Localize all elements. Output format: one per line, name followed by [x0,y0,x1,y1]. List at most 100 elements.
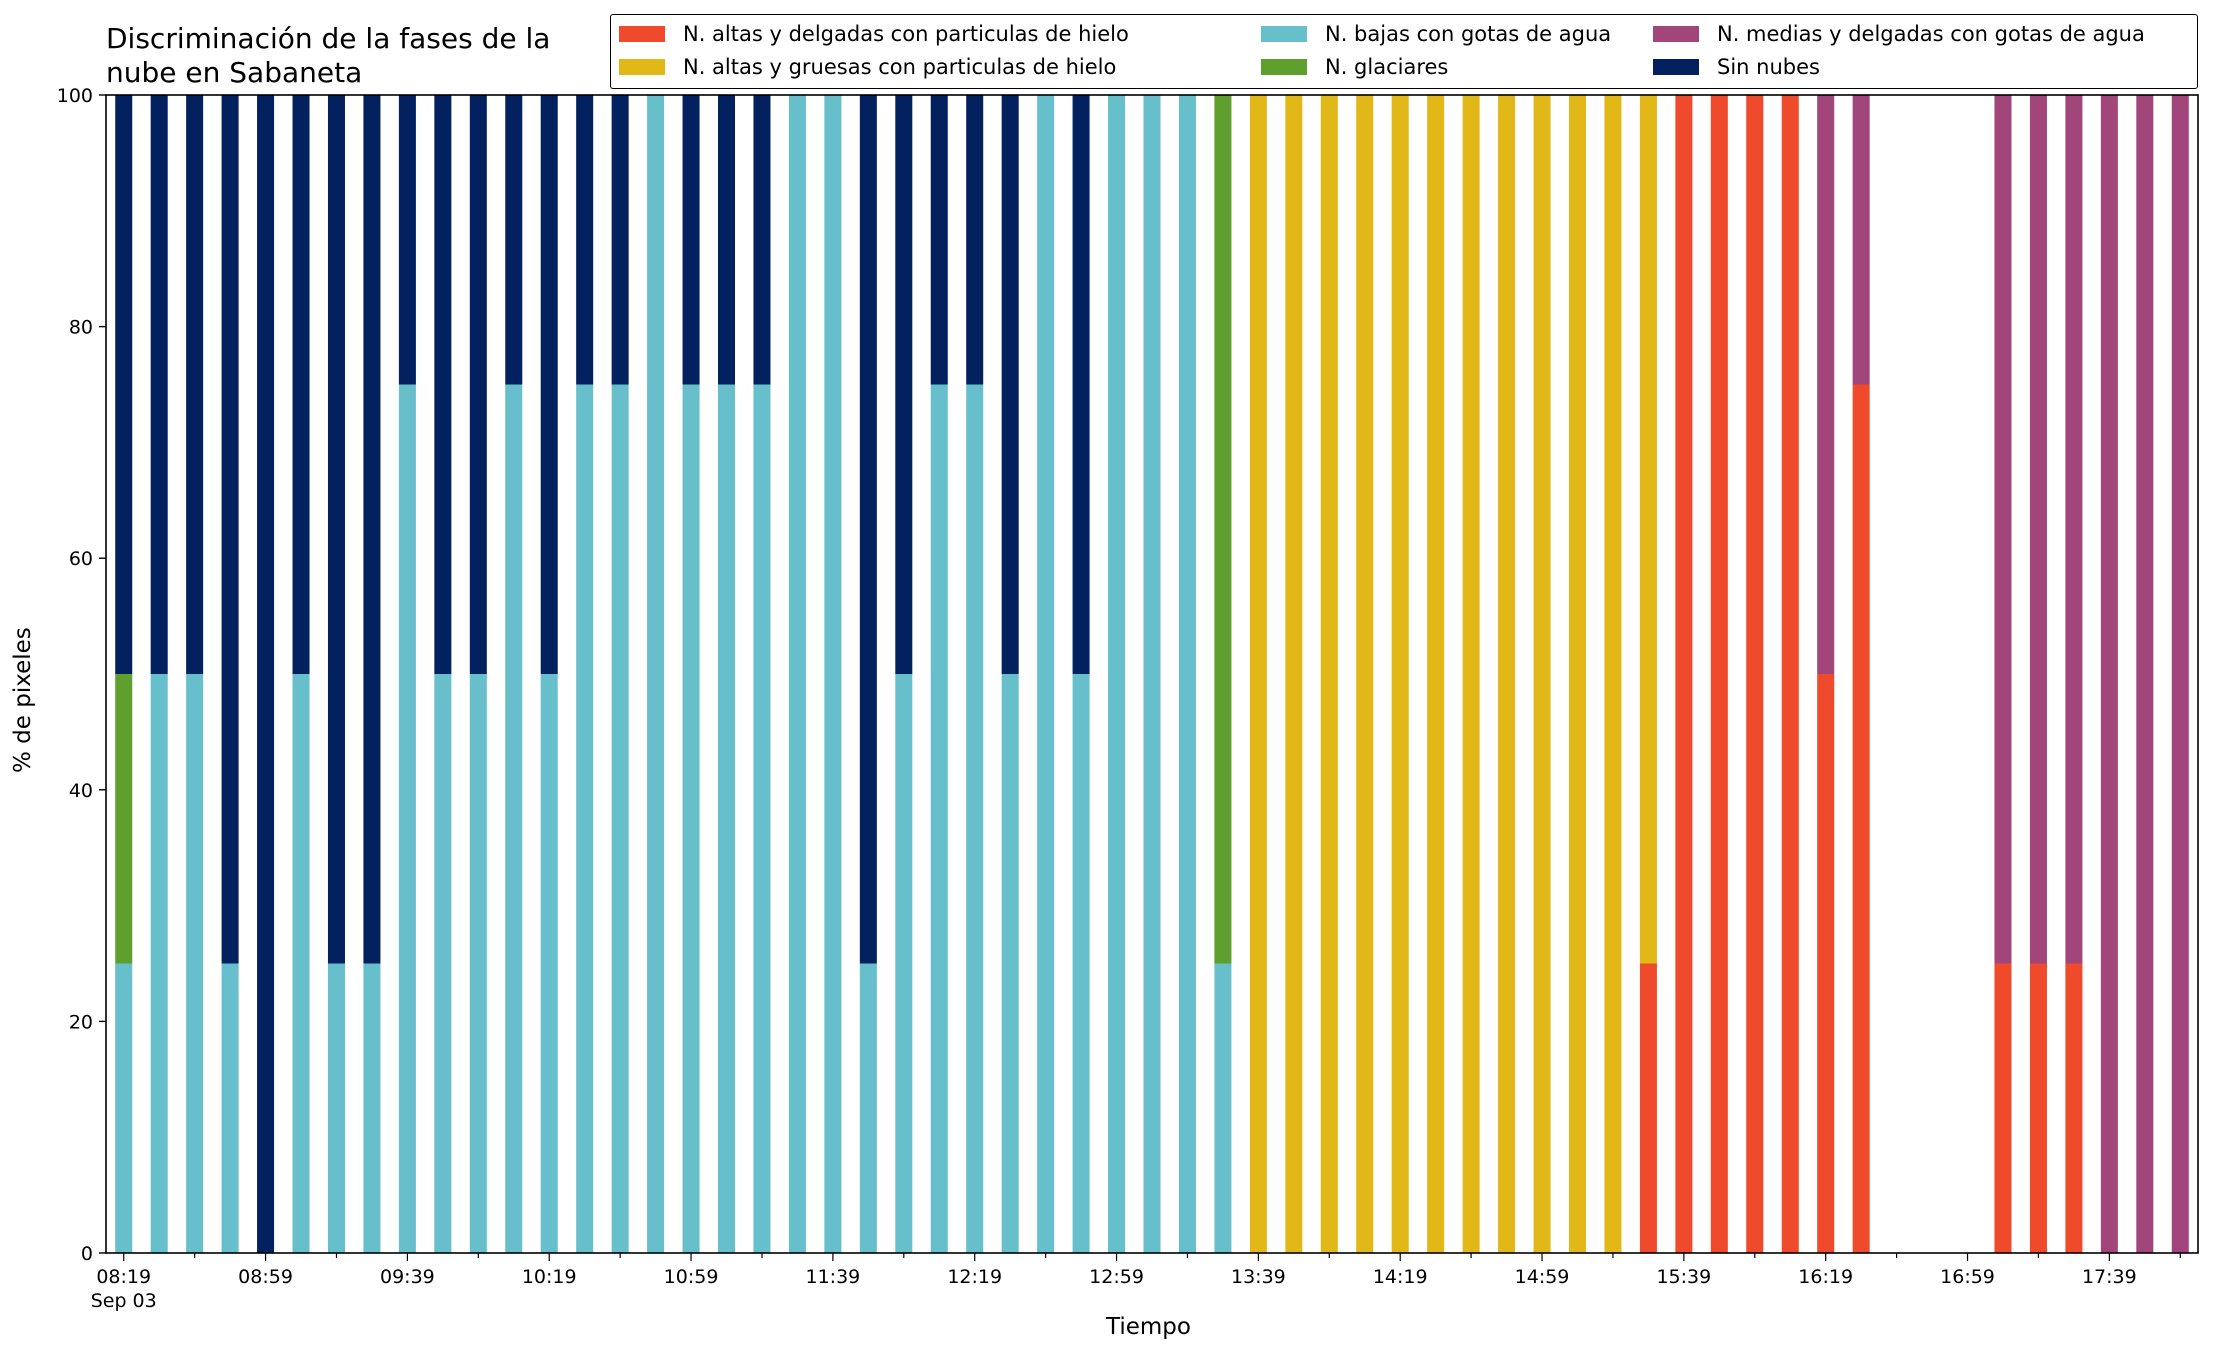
bar-segment [1817,674,1835,1253]
bar-segment [434,95,452,674]
legend-swatch [1653,59,1699,75]
bar-segment [1427,95,1445,1253]
bar-segment [682,95,700,385]
bar-segment [469,95,487,674]
bar-segment [1498,95,1516,1253]
legend-label: N. altas y delgadas con particulas de hi… [683,22,1129,46]
bar-segment [682,384,700,1253]
bar-segment [753,95,771,385]
bar-segment [1249,95,1267,1253]
bar-segment [1001,95,1019,674]
bar-segment [718,384,736,1253]
bar-segment [1568,95,1586,1253]
y-tick-label: 40 [69,780,93,802]
bar-segment [753,384,771,1253]
x-date-label: Sep 03 [91,1290,157,1312]
bar-segment [1817,95,1835,674]
bar-segment [859,963,877,1253]
bar-segment [1320,95,1338,1253]
bar-segment [576,384,594,1253]
x-tick-label: 09:39 [380,1266,435,1288]
x-tick-label: 12:19 [947,1266,1002,1288]
bar-segment [1072,674,1090,1253]
y-axis-label: % de pixeles [10,627,36,773]
legend-label: N. glaciares [1325,55,1449,79]
legend-label: N. medias y delgadas con gotas de agua [1717,22,2145,46]
x-tick-label: 14:19 [1373,1266,1428,1288]
bar-segment [115,674,133,964]
legend-label: Sin nubes [1717,55,1820,79]
x-tick-label: 12:59 [1089,1266,1144,1288]
bar-segment [1533,95,1551,1253]
legend-swatch [1261,26,1307,42]
legend-swatch [619,26,665,42]
bar-segment [788,95,806,1253]
bar-segment [1852,384,1870,1253]
x-tick-label: 13:39 [1231,1266,1286,1288]
y-tick-label: 80 [69,317,93,339]
bar-segment [718,95,736,385]
bar-segment [540,674,558,1253]
legend-item-sin-nubes: Sin nubes [1653,52,1820,82]
x-tick-label: 08:19 [96,1266,151,1288]
legend-item-bajas: N. bajas con gotas de agua [1261,19,1611,49]
bar-segment [611,95,629,385]
bar-segment [1604,95,1622,1253]
bar-segment [1710,95,1728,1253]
plot-frame [105,94,2199,1254]
bar-segment [966,384,984,1253]
bar-segment [2136,95,2154,1253]
bar-segment [115,963,133,1253]
bar-segment [327,963,345,1253]
bar-segment [292,674,310,1253]
bar-segment [966,95,984,385]
chart-title: Discriminación de la fases de la nube en… [106,22,550,90]
legend-label: N. altas y gruesas con particulas de hie… [683,55,1117,79]
bar-segment [930,95,948,385]
bar-segment [1462,95,1480,1253]
bar-segment [434,674,452,1253]
bar-segment [1639,963,1657,1253]
bar-segment [611,384,629,1253]
bar-segment [1852,95,1870,385]
bar-segment [1994,963,2012,1253]
bar-segment [1746,95,1764,1253]
y-tick-label: 100 [57,85,93,107]
legend-swatch [1261,59,1307,75]
bar-segment [930,384,948,1253]
bar-segment [1037,95,1055,1253]
bar-segment [1072,95,1090,674]
bar-segment [1356,95,1374,1253]
bar-segment [186,95,204,674]
bar-segment [1214,963,1232,1253]
legend-item-altas-gruesas: N. altas y gruesas con particulas de hie… [619,52,1116,82]
bar-segment [398,384,416,1253]
legend-label: N. bajas con gotas de agua [1325,22,1612,46]
bar-segment [327,95,345,964]
y-tick-label: 60 [69,548,93,570]
bar-segment [1214,95,1232,964]
x-tick-label: 16:59 [1940,1266,1995,1288]
bar-segment [859,95,877,964]
bar-segment [363,963,381,1253]
bar-segment [895,95,913,674]
x-tick-label: 10:19 [522,1266,577,1288]
x-tick-label: 11:39 [805,1266,860,1288]
x-tick-label: 16:19 [1798,1266,1853,1288]
y-tick-label: 20 [69,1011,93,1033]
bar-segment [2029,963,2047,1253]
bar-segment [115,95,133,674]
legend-item-glaciares: N. glaciares [1261,52,1448,82]
y-tick-label: 0 [81,1243,93,1265]
x-axis-label: Tiempo [1106,1314,1191,1340]
bar-segment [398,95,416,385]
bar-segment [363,95,381,964]
bar-segment [1143,95,1161,1253]
chart-title-line-2: nube en Sabaneta [106,56,363,89]
bar-segment [1994,95,2012,964]
bar-segment [647,95,665,1253]
bar-segment [2100,95,2118,1253]
bar-segment [1001,674,1019,1253]
bar-segment [576,95,594,385]
